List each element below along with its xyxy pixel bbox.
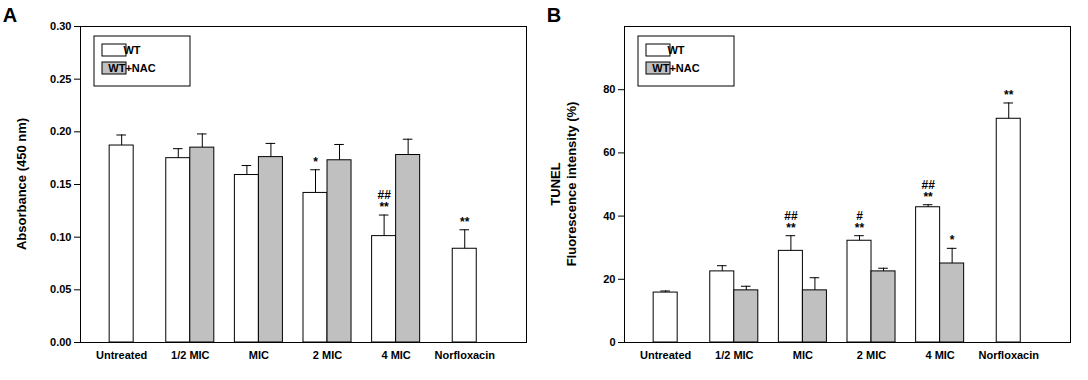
svg-text:4 MIC: 4 MIC: [381, 349, 410, 361]
svg-text:2 MIC: 2 MIC: [313, 349, 342, 361]
svg-text:**: **: [1004, 88, 1014, 102]
svg-text:WT: WT: [667, 44, 684, 56]
svg-text:0.15: 0.15: [50, 178, 71, 190]
svg-text:2 MIC: 2 MIC: [857, 349, 886, 361]
svg-text:##**: ##**: [921, 178, 935, 204]
svg-text:80: 80: [603, 83, 615, 95]
svg-text:0.25: 0.25: [50, 73, 71, 85]
svg-text:Untreated: Untreated: [640, 349, 691, 361]
svg-text:Norfloxacin: Norfloxacin: [434, 349, 495, 361]
svg-text:40: 40: [603, 210, 615, 222]
svg-text:Untreated: Untreated: [96, 349, 147, 361]
svg-text:A: A: [3, 4, 17, 26]
svg-text:Absorbance (450 nm): Absorbance (450 nm): [14, 118, 29, 250]
svg-text:1/2 MIC: 1/2 MIC: [715, 349, 754, 361]
svg-text:0: 0: [609, 336, 615, 348]
svg-text:##**: ##**: [784, 209, 798, 235]
svg-text:60: 60: [603, 146, 615, 158]
svg-text:Fluorescence intensity (%): Fluorescence intensity (%): [564, 102, 579, 267]
svg-text:**: **: [460, 215, 470, 229]
svg-text:0.10: 0.10: [50, 231, 71, 243]
svg-text:MIC: MIC: [249, 349, 269, 361]
svg-text:WT+NAC: WT+NAC: [652, 62, 699, 74]
svg-text:#**: #**: [855, 209, 865, 235]
svg-text:0.00: 0.00: [50, 336, 71, 348]
svg-text:*: *: [950, 233, 955, 247]
svg-text:4 MIC: 4 MIC: [925, 349, 954, 361]
svg-text:1/2 MIC: 1/2 MIC: [171, 349, 210, 361]
svg-text:0.05: 0.05: [50, 283, 71, 295]
svg-text:Norfloxacin: Norfloxacin: [978, 349, 1039, 361]
svg-text:B: B: [547, 4, 561, 26]
svg-text:WT: WT: [123, 44, 140, 56]
svg-text:WT+NAC: WT+NAC: [108, 62, 155, 74]
svg-text:20: 20: [603, 273, 615, 285]
svg-text:0.30: 0.30: [50, 20, 71, 32]
svg-text:##**: ##**: [377, 188, 391, 214]
svg-text:MIC: MIC: [793, 349, 813, 361]
svg-text:0.20: 0.20: [50, 125, 71, 137]
svg-text:*: *: [313, 155, 318, 169]
svg-text:TUNEL: TUNEL: [548, 162, 563, 205]
